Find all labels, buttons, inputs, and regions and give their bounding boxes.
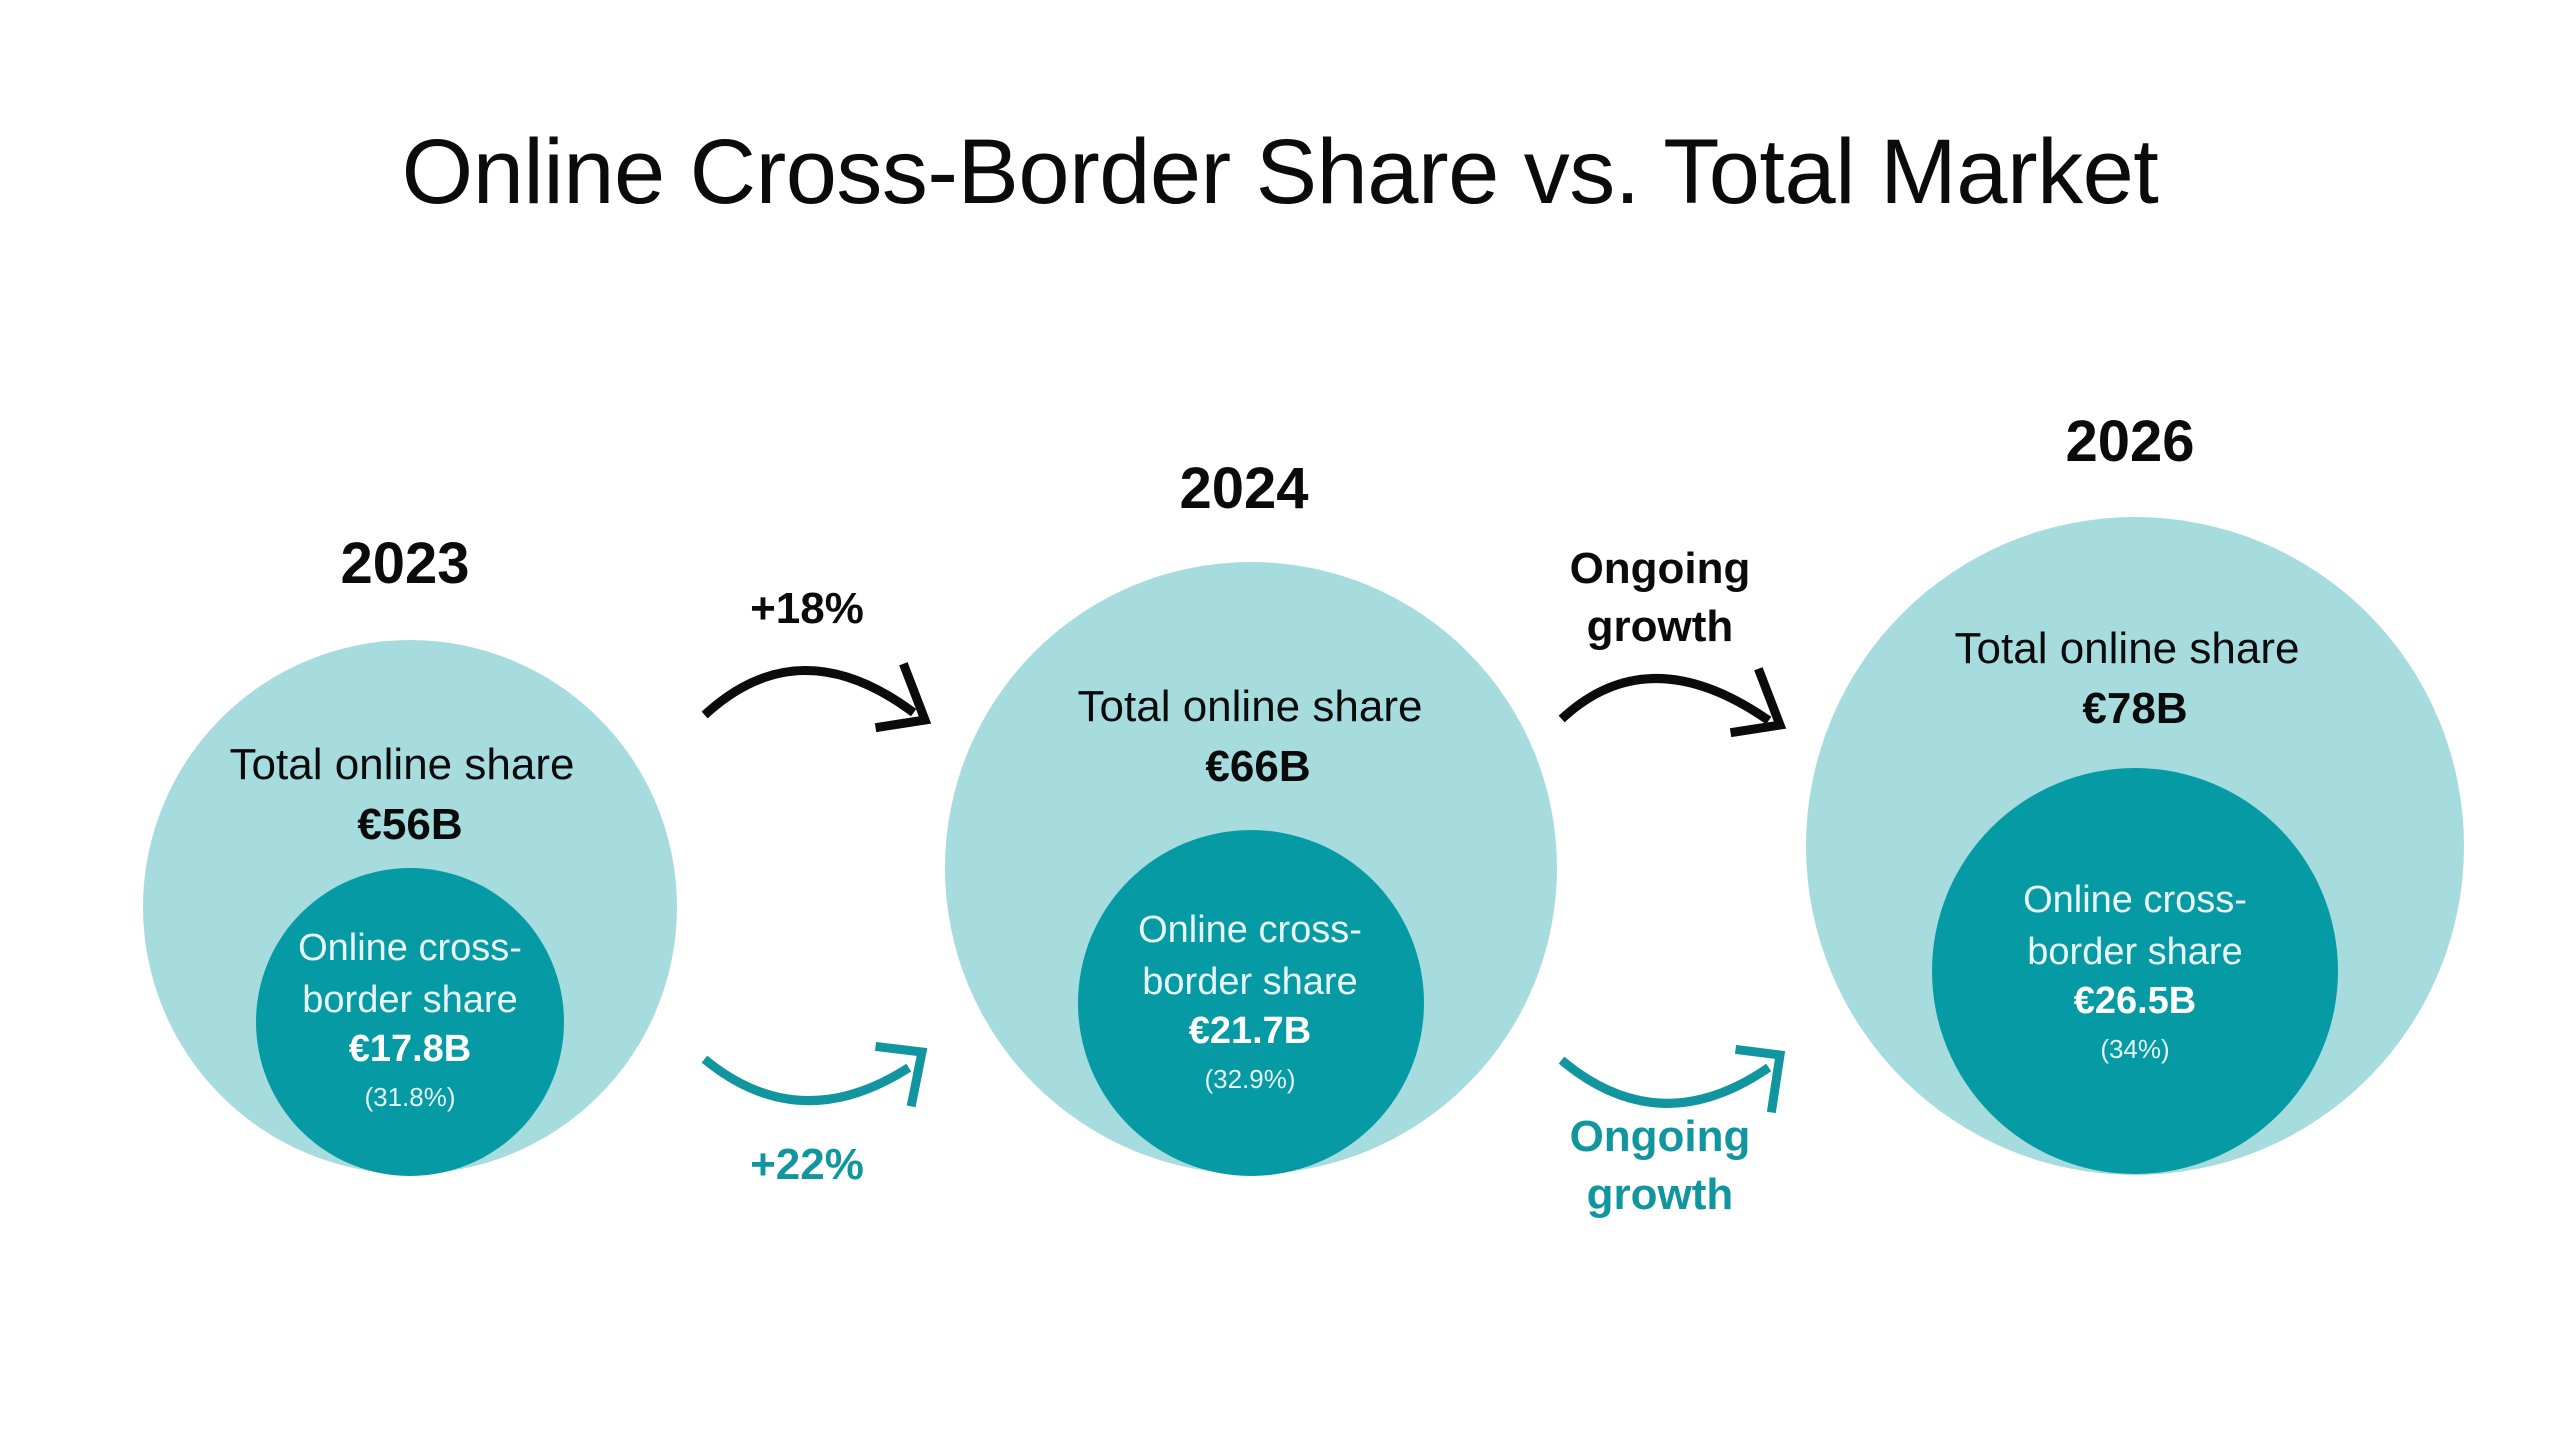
arrowhead-total-2024-2026	[1729, 667, 1787, 738]
total-value-2026: €78B	[2082, 684, 2188, 733]
cross-border-circle-2024	[1078, 830, 1424, 1176]
growth-cross-2024-2026: Ongoing growth	[1510, 1108, 1810, 1224]
arrow-cross-2024-2026	[1558, 1056, 1772, 1108]
year-label-2023: 2023	[340, 531, 470, 596]
arrow-total-2023-2024	[701, 666, 917, 719]
cross-border-circle-2023	[256, 868, 564, 1176]
growth-cross-line1: Ongoing	[1569, 1112, 1751, 1161]
arrow-cross-2023-2024	[701, 1055, 912, 1105]
total-label-2026: Total online share	[1954, 624, 2300, 673]
cross-value-2024: €21.7B	[1188, 1010, 1312, 1052]
growth-cross-2023-2024: +22%	[750, 1140, 864, 1189]
cross-label-line2-2026: border share	[2027, 931, 2243, 973]
cross-pct-2026: (34%)	[2100, 1034, 2170, 1064]
cross-pct-2024: (32.9%)	[1204, 1064, 1296, 1094]
total-label-2024: Total online share	[1077, 682, 1423, 731]
cross-label-line1-2024: Online cross-	[1138, 909, 1362, 951]
cross-pct-2023: (31.8%)	[364, 1082, 456, 1112]
cross-label-line1-2023: Online cross-	[298, 927, 522, 969]
year-label-2024: 2024	[1179, 456, 1309, 521]
growth-total-line2: growth	[1586, 602, 1734, 651]
year-label-2026: 2026	[2065, 409, 2195, 474]
cross-border-circle-2026	[1932, 768, 2338, 1174]
growth-total-line1: Ongoing	[1569, 544, 1751, 593]
total-label-2023: Total online share	[229, 740, 575, 789]
diagram-title: Online Cross-Border Share vs. Total Mark…	[401, 121, 2159, 223]
cross-value-2026: €26.5B	[2073, 980, 2197, 1022]
growth-cross-line2: growth	[1586, 1170, 1734, 1219]
total-value-2023: €56B	[357, 800, 463, 849]
cross-label-line1-2026: Online cross-	[2023, 879, 2247, 921]
total-value-2024: €66B	[1205, 742, 1311, 791]
arrow-total-2024-2026	[1558, 674, 1772, 725]
growth-total-2024-2026: Ongoing growth	[1510, 540, 1810, 656]
arrowhead-cross-2023-2024	[874, 1041, 928, 1108]
cross-label-line2-2024: border share	[1142, 961, 1358, 1003]
cross-label-2024: Online cross- border share	[1090, 904, 1410, 1008]
arrowhead-total-2023-2024	[874, 662, 932, 733]
arrowhead-cross-2024-2026	[1734, 1044, 1786, 1114]
cross-label-2023: Online cross- border share	[250, 922, 570, 1026]
cross-value-2023: €17.8B	[348, 1028, 472, 1070]
cross-label-2026: Online cross- border share	[1975, 874, 2295, 978]
cross-label-line2-2023: border share	[302, 979, 518, 1021]
growth-total-2023-2024: +18%	[750, 584, 864, 633]
